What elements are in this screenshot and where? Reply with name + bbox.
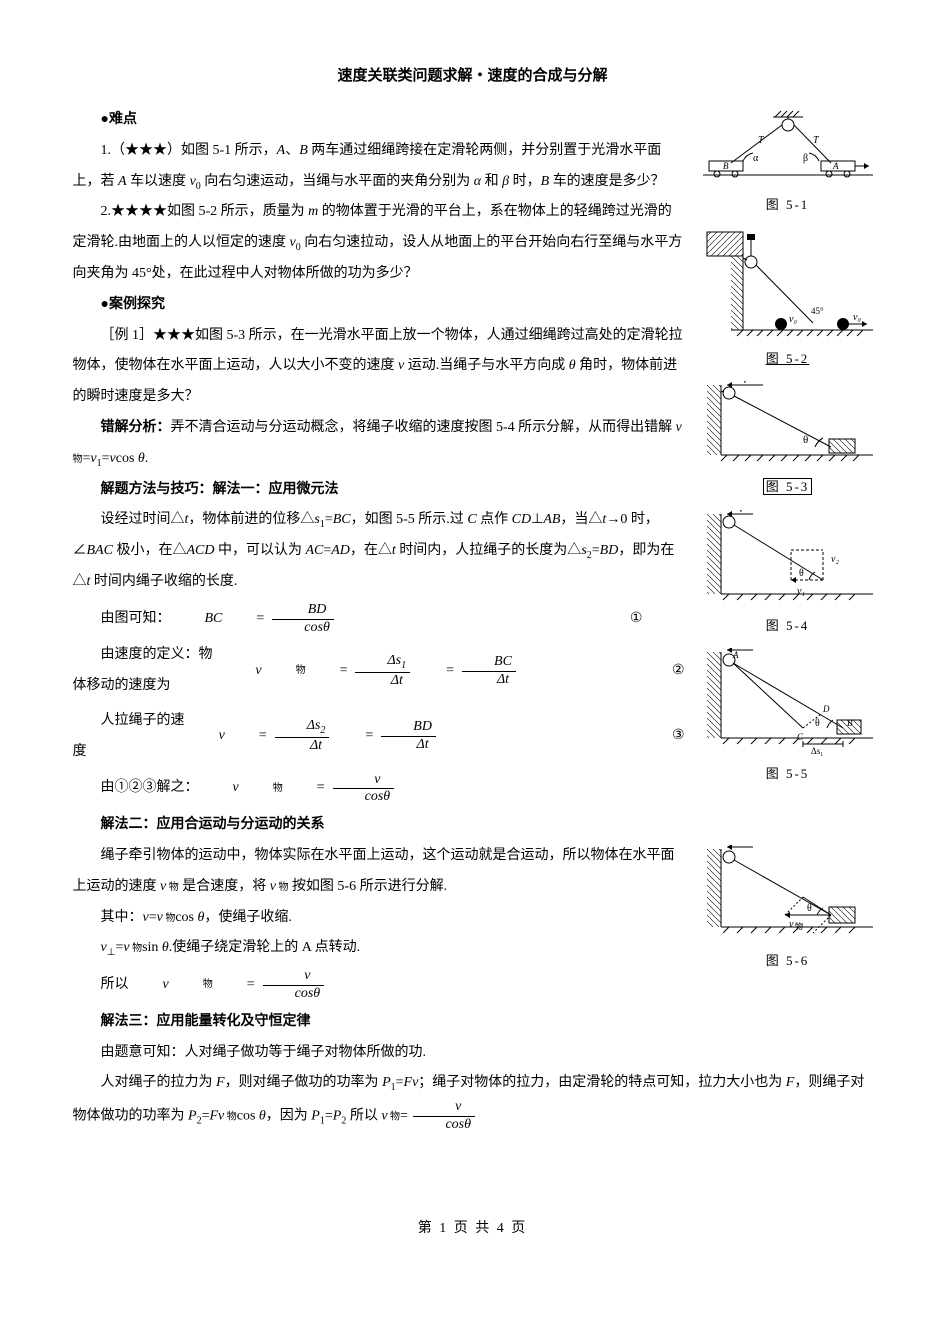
svg-text:v: v <box>739 845 744 848</box>
equation-4: 由①②③解之：v 物= vcosθ <box>73 772 685 807</box>
svg-text:v₂: v₂ <box>831 554 839 565</box>
svg-text:v: v <box>739 648 744 651</box>
figure-5-5-label: 图 5-5 <box>703 760 873 789</box>
figure-5-3: θ v 图 5-3 <box>703 381 873 502</box>
svg-text:v₀: v₀ <box>789 314 797 325</box>
figure-5-6: v v物 θ 图 5-6 <box>703 845 873 976</box>
svg-text:v: v <box>739 510 744 515</box>
figure-5-3-label: 图 5-3 <box>703 473 873 502</box>
figure-5-4-label: 图 5-4 <box>703 612 873 641</box>
svg-text:A: A <box>832 161 839 171</box>
svg-text:v: v <box>743 381 748 386</box>
svg-text:θ: θ <box>803 434 808 446</box>
svg-text:θ: θ <box>807 903 812 914</box>
equation-2: 由速度的定义：物体移动的速度为 v 物= Δs1Δt = BCΔt ② <box>73 640 685 702</box>
doc-title: 速度关联类问题求解・速度的合成与分解 <box>73 60 873 93</box>
svg-text:v: v <box>789 919 794 930</box>
figure-5-1-label: 图 5-1 <box>703 191 873 220</box>
figure-5-2-label: 图 5-2 <box>703 345 873 374</box>
figure-5-5: A v B C D θ <box>703 648 873 789</box>
method-3-b: 人对绳子的拉力为 F，则对绳子做功的功率为 P1=Fv；绳子对物体的拉力，由定滑… <box>73 1068 873 1133</box>
method-2-head: 解法二：应用合运动与分运动的关系 <box>73 810 873 841</box>
svg-text:B: B <box>723 161 729 171</box>
figure-5-2: v₀ 45° v₀ 图 5-2 <box>703 228 873 374</box>
svg-text:Δs₁: Δs₁ <box>811 746 823 756</box>
svg-text:θ: θ <box>799 568 804 579</box>
svg-text:α: α <box>753 153 759 164</box>
method-3-a: 由题意可知：人对绳子做功等于绳子对物体所做的功. <box>73 1038 873 1069</box>
method-2-result: 所以 v 物= vcosθ <box>73 968 685 1003</box>
svg-text:T: T <box>758 135 765 146</box>
svg-text:D: D <box>822 704 830 714</box>
figure-5-6-label: 图 5-6 <box>703 947 873 976</box>
svg-text:A: A <box>732 650 739 660</box>
svg-text:v₀: v₀ <box>853 312 861 323</box>
page-footer: 第 1 页 共 4 页 <box>73 1214 873 1245</box>
svg-text:θ: θ <box>815 718 820 729</box>
svg-text:β: β <box>803 153 808 164</box>
figure-5-1: T T α β B A 图 5-1 <box>703 109 873 220</box>
method-3-head: 解法三：应用能量转化及守恒定律 <box>73 1007 873 1038</box>
equation-3: 人拉绳子的速度 v= Δs2Δt = BDΔt ③ <box>73 706 685 768</box>
svg-text:T: T <box>813 135 820 146</box>
svg-text:45°: 45° <box>811 306 824 316</box>
svg-text:C: C <box>797 732 804 742</box>
figure-5-4: v v₂ v₁ θ 图 5-4 <box>703 510 873 641</box>
equation-1: 由图可知： BC= BDcosθ ① <box>73 602 685 637</box>
